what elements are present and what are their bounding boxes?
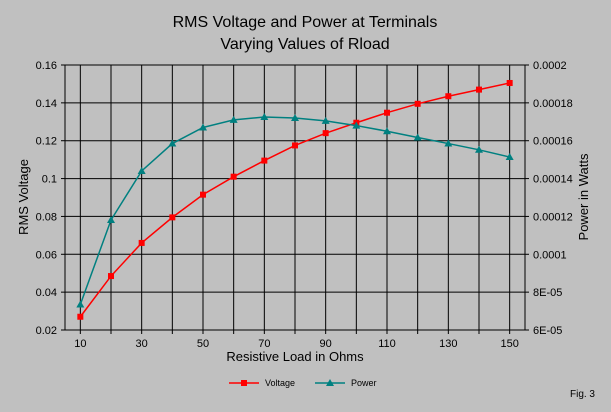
y-right-tick-label: 0.00012 xyxy=(533,211,573,223)
power-data-point xyxy=(321,116,330,124)
power-data-point xyxy=(168,139,177,147)
voltage-data-point xyxy=(169,214,176,221)
power-series xyxy=(76,113,514,308)
y-axis-left-label: RMS Voltage xyxy=(16,159,31,235)
voltage-data-point xyxy=(138,239,145,246)
x-tick-label: 90 xyxy=(320,338,332,350)
power-data-point xyxy=(444,139,453,147)
voltage-data-point xyxy=(200,191,206,198)
voltage-data-point xyxy=(77,313,84,320)
voltage-data-point xyxy=(261,157,268,164)
power-data-point xyxy=(291,114,299,121)
y-left-tick-label: 0.08 xyxy=(36,211,57,223)
voltage-data-point xyxy=(414,100,421,107)
x-axis-label: Resistive Load in Ohms xyxy=(226,349,364,364)
y-right-tick-label: 8E-05 xyxy=(533,287,562,299)
legend-power-marker xyxy=(326,379,334,386)
chart-title-line-2: Varying Values of Rload xyxy=(220,36,389,53)
voltage-data-point xyxy=(476,86,482,93)
x-tick-label: 50 xyxy=(197,338,209,350)
y-left-tick-label: 0.12 xyxy=(36,136,57,148)
chart-title-line-1: RMS Voltage and Power at Terminals xyxy=(173,14,438,31)
y-left-tick-label: 0.02 xyxy=(36,325,57,337)
x-tick-label: 130 xyxy=(439,338,457,350)
legend-power-label: Power xyxy=(351,378,377,388)
power-data-point xyxy=(76,300,85,308)
power-data-point xyxy=(352,121,361,129)
y-left-tick-label: 0.14 xyxy=(36,98,57,110)
power-data-point xyxy=(475,145,483,153)
y-right-tick-label: 0.0001 xyxy=(533,249,567,261)
power-data-point xyxy=(107,216,115,224)
y-right-tick-label: 6E-05 xyxy=(533,325,562,337)
legend-voltage-marker xyxy=(241,380,247,386)
y-left-tick-label: 0.06 xyxy=(36,249,57,261)
power-data-point xyxy=(229,115,238,123)
axis-ticks xyxy=(61,64,529,334)
y-right-tick-label: 0.00018 xyxy=(533,98,573,110)
legend-voltage-label: Voltage xyxy=(265,378,295,388)
y-left-tick-label: 0.04 xyxy=(36,287,57,299)
x-tick-label: 10 xyxy=(74,338,86,350)
y-right-tick-label: 0.0002 xyxy=(533,60,567,72)
series-layer xyxy=(76,79,514,320)
voltage-data-point xyxy=(506,79,513,86)
voltage-data-point xyxy=(445,93,452,100)
power-data-point xyxy=(413,133,422,141)
gridlines xyxy=(65,64,525,331)
tick-labels: 0.16 0.14 0.12 0.1 0.08 0.06 0.04 0.02 0.0002 0.0… xyxy=(36,60,573,350)
voltage-data-point xyxy=(384,109,390,116)
y-right-tick-label: 0.00016 xyxy=(533,136,573,148)
power-data-point xyxy=(260,113,269,121)
x-tick-label: 30 xyxy=(136,338,148,350)
legend: Voltage Power xyxy=(229,378,377,388)
power-data-point xyxy=(505,152,514,160)
y-axis-right-label: Power in Watts xyxy=(576,153,591,240)
voltage-data-point xyxy=(292,142,298,149)
y-left-tick-label: 0.1 xyxy=(42,174,57,186)
x-tick-label: 150 xyxy=(500,338,518,350)
figure-annotation: Fig. 3 xyxy=(570,389,595,400)
y-left-tick-label: 0.16 xyxy=(36,60,57,72)
power-data-point xyxy=(199,123,207,131)
voltage-data-point xyxy=(230,173,237,180)
voltage-data-point xyxy=(108,273,114,280)
y-right-tick-label: 0.00014 xyxy=(533,174,573,186)
x-tick-label: 110 xyxy=(378,338,396,350)
power-data-point xyxy=(137,167,146,174)
x-tick-label: 70 xyxy=(258,338,270,350)
power-data-point xyxy=(383,127,391,135)
voltage-data-point xyxy=(322,130,329,137)
